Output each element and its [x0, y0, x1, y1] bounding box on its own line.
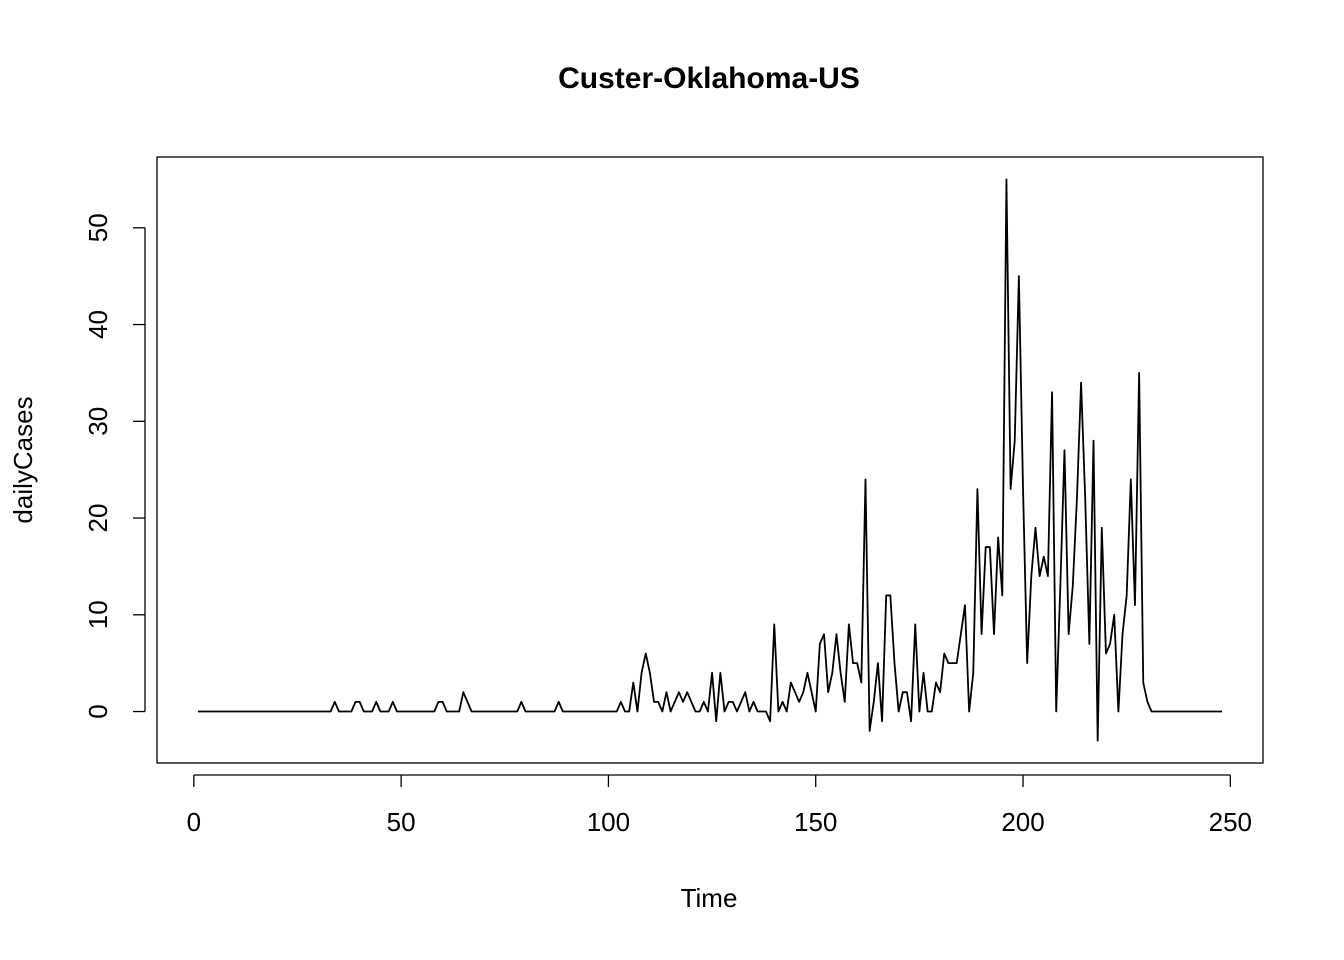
y-tick-label: 10 [83, 600, 113, 629]
x-axis-title: Time [681, 883, 738, 913]
y-tick-label: 0 [83, 704, 113, 718]
y-tick-label: 30 [83, 407, 113, 436]
y-tick-label: 20 [83, 504, 113, 533]
x-tick-label: 150 [794, 807, 837, 837]
x-tick-label: 100 [587, 807, 630, 837]
x-tick-label: 50 [387, 807, 416, 837]
y-tick-label: 40 [83, 310, 113, 339]
chart-title: Custer-Oklahoma-US [558, 62, 860, 95]
data-line [197, 178, 1223, 742]
x-tick-label: 200 [1001, 807, 1044, 837]
x-tick-label: 0 [187, 807, 201, 837]
plot-frame [156, 156, 1264, 764]
y-tick-label: 50 [83, 213, 113, 242]
y-axis-title: dailyCases [8, 396, 38, 523]
x-tick-label: 250 [1209, 807, 1252, 837]
